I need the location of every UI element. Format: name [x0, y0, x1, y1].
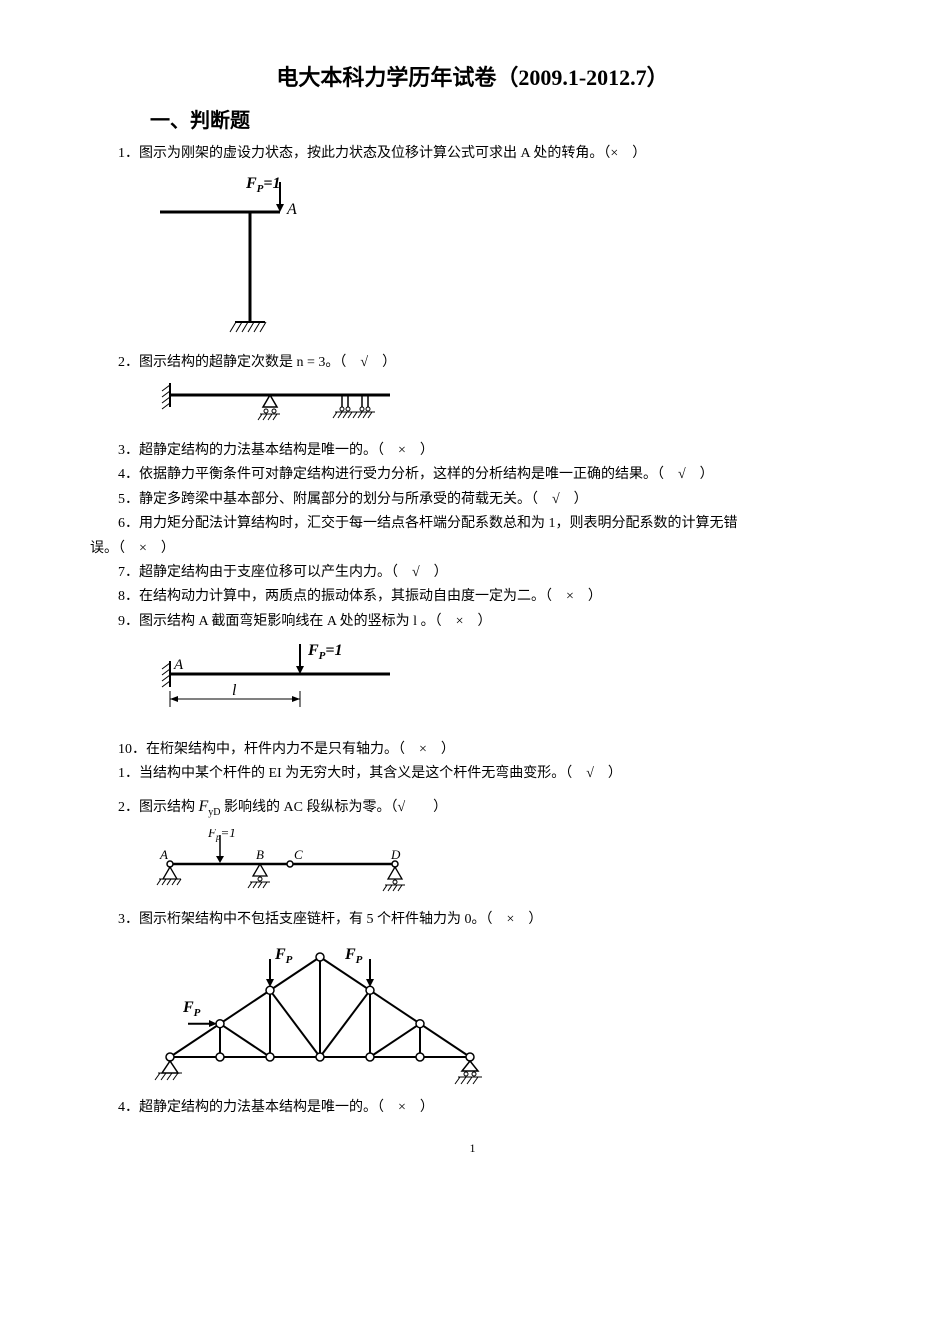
fig4-a-label: A: [159, 847, 168, 862]
figure-1: FP=1 A: [150, 172, 855, 342]
question-2: 2．图示结构的超静定次数是 n = 3。（ √ ）: [118, 352, 855, 374]
figure-3: FP=1 A l: [150, 639, 855, 729]
figure-2: [150, 380, 855, 430]
question-set2-2: 2．图示结构 FyD 影响线的 AC 段纵标为零。（√ ）: [118, 794, 855, 821]
fig4-d-label: D: [390, 847, 401, 862]
fig3-fp-label: FP=1: [307, 642, 343, 662]
fig4-b-label: B: [256, 847, 264, 862]
question-5: 5．静定多跨梁中基本部分、附属部分的划分与所承受的荷载无关。（ √ ）: [118, 489, 855, 511]
fig5-fp2: FP: [274, 946, 293, 966]
question-7: 7．超静定结构由于支座位移可以产生内力。（ √ ）: [118, 562, 855, 584]
fig5-fp3: FP: [344, 946, 363, 966]
question-1: 1．图示为刚架的虚设力状态，按此力状态及位移计算公式可求出 A 处的转角。（× …: [118, 143, 855, 165]
question-10: 10．在桁架结构中，杆件内力不是只有轴力。（ × ）: [118, 739, 855, 761]
question-3: 3．超静定结构的力法基本结构是唯一的。（ × ）: [118, 440, 855, 462]
fig3-a-label: A: [173, 657, 184, 673]
question-set2-4: 4．超静定结构的力法基本结构是唯一的。（ × ）: [118, 1097, 855, 1119]
question-4: 4．依据静力平衡条件可对静定结构进行受力分析，这样的分析结构是唯一正确的结果。（…: [118, 464, 855, 486]
figure-5: FP FP FP: [150, 937, 855, 1087]
question-set2-1: 1．当结构中某个杆件的 EI 为无穷大时，其含义是这个杆件无弯曲变形。（ √ ）: [118, 763, 855, 785]
question-6-line2: 误。（ × ）: [90, 538, 855, 560]
document-title: 电大本科力学历年试卷（2009.1-2012.7）: [90, 60, 855, 95]
section-header: 一、判断题: [150, 105, 855, 137]
page-number: 1: [90, 1139, 855, 1158]
figure-4: Fp=1: [150, 829, 855, 899]
question-set2-3: 3．图示桁架结构中不包括支座链杆，有 5 个杆件轴力为 0。（ × ）: [118, 909, 855, 931]
fig4-fp-label: Fp=1: [207, 829, 236, 842]
page-container: 电大本科力学历年试卷（2009.1-2012.7） 一、判断题 1．图示为刚架的…: [0, 0, 945, 1189]
question-9: 9．图示结构 A 截面弯矩影响线在 A 处的竖标为 l 。（ × ）: [118, 611, 855, 633]
fig3-l-label: l: [232, 682, 237, 699]
fig1-a-label: A: [286, 201, 297, 218]
question-6-line1: 6．用力矩分配法计算结构时，汇交于每一结点各杆端分配系数总和为 1，则表明分配系…: [118, 513, 855, 535]
fig5-fp1: FP: [182, 999, 201, 1019]
fig4-c-label: C: [294, 847, 303, 862]
question-8: 8．在结构动力计算中，两质点的振动体系，其振动自由度一定为二。（ × ）: [118, 586, 855, 608]
fig1-fp-label: FP=1: [245, 175, 281, 195]
